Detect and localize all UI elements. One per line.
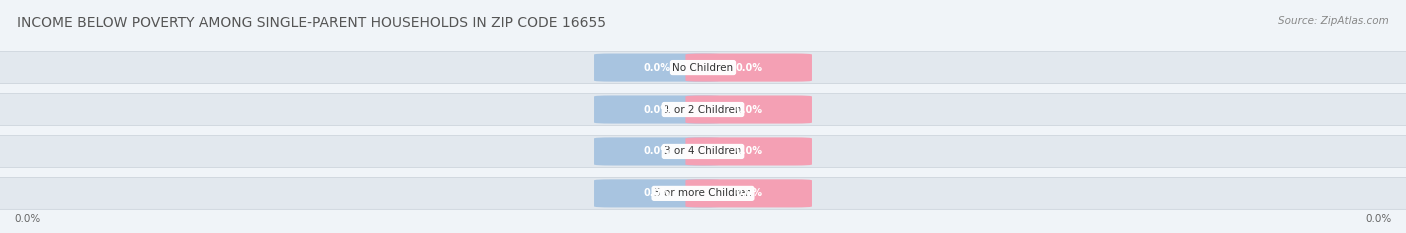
Text: 0.0%: 0.0% bbox=[14, 214, 41, 224]
FancyBboxPatch shape bbox=[0, 94, 1406, 125]
Text: 0.0%: 0.0% bbox=[644, 105, 671, 114]
FancyBboxPatch shape bbox=[593, 96, 721, 123]
Text: 0.0%: 0.0% bbox=[735, 147, 762, 156]
Text: 0.0%: 0.0% bbox=[644, 63, 671, 72]
Text: 0.0%: 0.0% bbox=[1365, 214, 1392, 224]
FancyBboxPatch shape bbox=[0, 178, 1406, 209]
Text: 0.0%: 0.0% bbox=[644, 147, 671, 156]
FancyBboxPatch shape bbox=[686, 54, 813, 82]
FancyBboxPatch shape bbox=[686, 179, 813, 207]
Text: 1 or 2 Children: 1 or 2 Children bbox=[664, 105, 742, 114]
Text: 0.0%: 0.0% bbox=[644, 188, 671, 198]
FancyBboxPatch shape bbox=[593, 179, 721, 207]
Text: 0.0%: 0.0% bbox=[735, 188, 762, 198]
Text: 0.0%: 0.0% bbox=[735, 63, 762, 72]
Text: 0.0%: 0.0% bbox=[735, 105, 762, 114]
FancyBboxPatch shape bbox=[686, 137, 813, 165]
FancyBboxPatch shape bbox=[593, 54, 721, 82]
Text: No Children: No Children bbox=[672, 63, 734, 72]
FancyBboxPatch shape bbox=[593, 137, 721, 165]
Text: 5 or more Children: 5 or more Children bbox=[654, 188, 752, 198]
FancyBboxPatch shape bbox=[686, 96, 813, 123]
Text: Source: ZipAtlas.com: Source: ZipAtlas.com bbox=[1278, 16, 1389, 26]
Text: INCOME BELOW POVERTY AMONG SINGLE-PARENT HOUSEHOLDS IN ZIP CODE 16655: INCOME BELOW POVERTY AMONG SINGLE-PARENT… bbox=[17, 16, 606, 30]
Text: 3 or 4 Children: 3 or 4 Children bbox=[664, 147, 742, 156]
FancyBboxPatch shape bbox=[0, 52, 1406, 83]
FancyBboxPatch shape bbox=[0, 136, 1406, 167]
